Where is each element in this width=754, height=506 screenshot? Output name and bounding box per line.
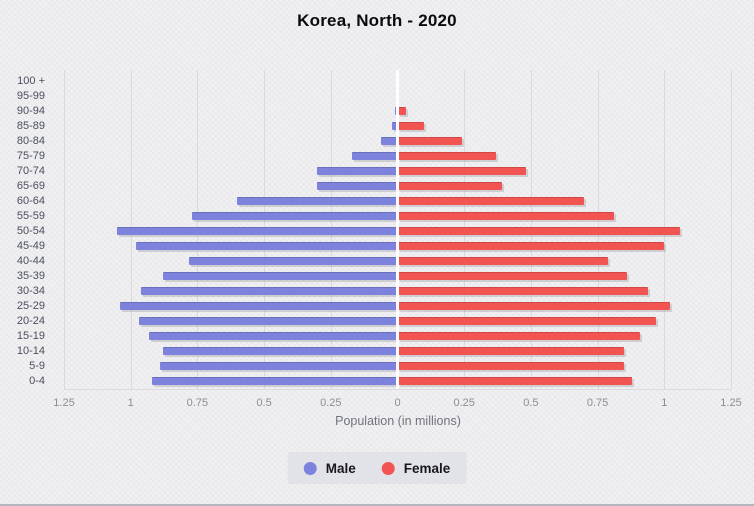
age-group-label: 70-74 [16,164,45,177]
female-swatch-icon [381,461,395,475]
age-group-label: 95-99 [16,89,45,102]
x-tick-label: 0.25 [453,397,475,409]
female-bar-35-39[interactable] [397,272,627,280]
female-bar-65-69[interactable] [397,182,502,190]
age-group-label: 45-49 [16,239,45,252]
male-bar-15-19[interactable] [149,332,398,340]
female-bar-55-59[interactable] [397,212,614,220]
x-tick-label: 0.25 [320,397,342,409]
age-group-label: 40-44 [16,254,45,267]
female-bar-25-29[interactable] [397,302,670,310]
female-bar-30-34[interactable] [397,287,649,295]
female-bar-80-84[interactable] [397,137,462,145]
male-bar-70-74[interactable] [317,167,398,175]
legend: Male Female [287,452,467,484]
age-group-label: 5-9 [29,359,45,372]
age-group-label: 90-94 [16,104,45,117]
x-tick-label: 1 [127,397,134,409]
male-bar-50-54[interactable] [117,227,398,235]
male-bar-75-79[interactable] [352,152,398,160]
legend-male-label: Male [325,460,356,476]
female-bar-90-94[interactable] [397,107,406,115]
center-axis-line [396,70,399,389]
male-bar-55-59[interactable] [192,212,398,220]
x-tick-label: 0.75 [186,397,209,409]
female-bar-15-19[interactable] [397,332,641,340]
age-group-label: 100 + [17,74,45,87]
gridline [64,70,65,389]
x-tick-label: 1.25 [53,397,75,409]
male-bar-20-24[interactable] [138,317,398,325]
plot-area [64,70,732,390]
male-bar-0-4[interactable] [152,377,398,385]
male-bar-25-29[interactable] [120,302,398,310]
x-tick-label: 0.5 [256,397,272,409]
male-swatch-icon [303,461,317,475]
chart-title: Korea, North - 2020 [297,11,457,30]
male-bar-65-69[interactable] [317,182,398,190]
female-bar-5-9[interactable] [397,362,625,370]
female-bar-40-44[interactable] [397,257,609,265]
x-tick-label: 0 [394,397,401,409]
gridline [731,70,732,389]
male-bar-10-14[interactable] [162,347,398,355]
male-bar-40-44[interactable] [189,257,398,265]
female-bar-50-54[interactable] [397,227,681,235]
age-group-label: 20-24 [16,314,45,327]
age-group-label: 30-34 [16,284,45,297]
legend-item-male[interactable]: Male [303,460,356,476]
male-bar-35-39[interactable] [162,272,398,280]
age-group-label: 0-4 [29,374,45,387]
x-tick-label: 1.25 [720,397,742,409]
age-group-label: 60-64 [16,194,45,207]
female-bar-20-24[interactable] [397,317,657,325]
male-bar-80-84[interactable] [381,137,398,145]
age-group-label: 25-29 [16,299,45,312]
male-bar-30-34[interactable] [141,287,398,295]
x-tick-label: 0.5 [523,397,539,409]
age-group-label: 85-89 [16,119,45,132]
age-group-label: 35-39 [16,269,45,282]
female-bar-60-64[interactable] [397,197,585,205]
age-group-label: 10-14 [16,344,45,357]
female-bar-10-14[interactable] [397,347,625,355]
age-group-label: 65-69 [16,179,45,192]
female-bar-85-89[interactable] [397,122,425,130]
female-bar-0-4[interactable] [397,377,633,385]
male-bar-45-49[interactable] [136,242,398,250]
female-bar-70-74[interactable] [397,167,526,175]
male-bar-60-64[interactable] [237,197,398,205]
male-bar-5-9[interactable] [160,362,398,370]
female-bar-45-49[interactable] [397,242,665,250]
age-group-label: 55-59 [16,209,45,222]
age-group-label: 50-54 [16,224,45,237]
legend-female-label: Female [403,460,451,476]
age-group-label: 80-84 [16,134,45,147]
x-axis-title: Population (in millions) [335,414,461,428]
age-group-label: 75-79 [16,149,45,162]
x-tick-label: 0.75 [586,397,609,409]
age-group-label: 15-19 [16,329,45,342]
x-tick-label: 1 [661,397,668,409]
male-bar-85-89[interactable] [392,122,398,130]
legend-item-female[interactable]: Female [381,460,451,476]
female-bar-75-79[interactable] [397,152,497,160]
